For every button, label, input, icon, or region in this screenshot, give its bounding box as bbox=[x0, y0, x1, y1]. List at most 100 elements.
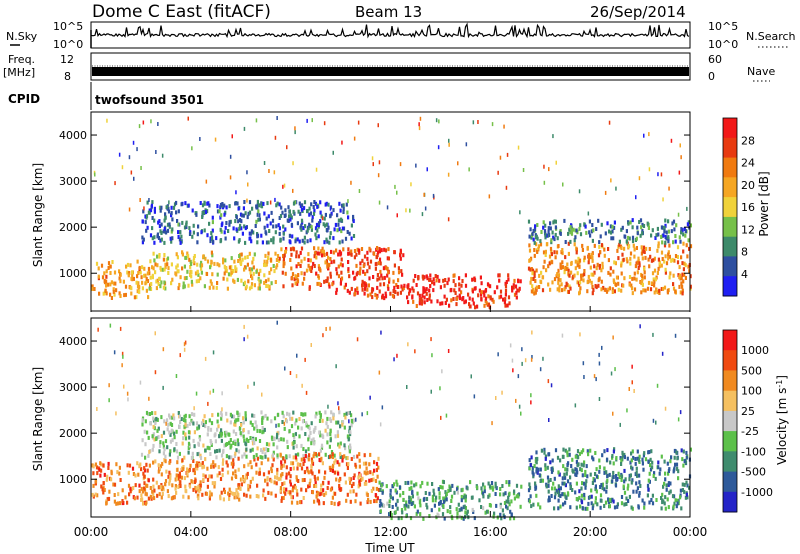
vel-echo-cell bbox=[315, 411, 318, 416]
vel-echo-cell bbox=[396, 506, 399, 511]
vel-scatter-cell bbox=[108, 398, 110, 403]
vel-echo-cell bbox=[670, 455, 673, 460]
vel-echo-cell bbox=[483, 485, 486, 490]
vel-echo-cell bbox=[161, 491, 164, 496]
power-echo-cell bbox=[225, 266, 228, 271]
vel-echo-cell bbox=[327, 480, 330, 485]
vel-echo-cell bbox=[169, 432, 172, 437]
power-echo-cell bbox=[439, 285, 442, 290]
vel-scatter-cell bbox=[440, 415, 442, 420]
vel-echo-cell bbox=[643, 505, 646, 510]
vel-scatter-cell bbox=[175, 374, 178, 378]
power-echo-cell bbox=[265, 262, 268, 267]
vel-echo-cell bbox=[388, 504, 391, 508]
vel-echo-cell bbox=[504, 491, 507, 496]
power-echo-cell bbox=[188, 232, 192, 236]
power-echo-cell bbox=[689, 274, 692, 279]
power-echo-cell bbox=[223, 271, 226, 276]
power-echo-cell bbox=[263, 262, 266, 267]
power-echo-cell bbox=[363, 281, 366, 286]
vel-echo-cell bbox=[318, 430, 321, 435]
vel-echo-cell bbox=[681, 482, 684, 487]
vel-echo-cell bbox=[198, 489, 201, 494]
vel-echo-cell bbox=[334, 434, 337, 439]
power-echo-cell bbox=[141, 219, 144, 224]
vel-echo-cell bbox=[647, 459, 650, 464]
vel-echo-cell bbox=[360, 477, 363, 482]
vel-echo-cell bbox=[608, 504, 611, 509]
power-echo-cell bbox=[103, 278, 106, 283]
vel-scatter-cell bbox=[304, 357, 306, 362]
vel-echo-cell bbox=[456, 490, 459, 495]
vel-echo-cell bbox=[238, 412, 241, 417]
vel-echo-cell bbox=[314, 425, 317, 430]
vel-echo-cell bbox=[564, 467, 567, 472]
vel-scatter-cell bbox=[96, 407, 98, 411]
power-echo-cell bbox=[335, 248, 338, 253]
vel-echo-cell bbox=[557, 493, 560, 498]
power-echo-cell bbox=[480, 292, 483, 297]
power-echo-cell bbox=[263, 280, 266, 285]
vel-echo-cell bbox=[582, 463, 585, 468]
power-echo-cell bbox=[542, 225, 545, 230]
power-echo-cell bbox=[650, 281, 653, 286]
power-echo-cell bbox=[325, 251, 329, 256]
power-echo-cell bbox=[368, 265, 371, 270]
power-echo-cell bbox=[682, 249, 685, 254]
vel-echo-cell bbox=[344, 480, 347, 485]
vel-echo-cell bbox=[501, 484, 504, 488]
vel-echo-cell bbox=[408, 495, 411, 500]
power-echo-cell bbox=[681, 288, 684, 293]
power-echo-cell bbox=[282, 257, 285, 262]
vel-echo-cell bbox=[199, 487, 202, 492]
vel-echo-cell bbox=[563, 481, 566, 486]
vel-echo-cell bbox=[107, 496, 111, 501]
vel-echo-cell bbox=[515, 494, 518, 499]
power-echo-cell bbox=[432, 277, 435, 282]
power-echo-cell bbox=[677, 273, 680, 278]
power-echo-cell bbox=[219, 202, 223, 207]
power-echo-cell bbox=[504, 292, 507, 297]
power-echo-cell bbox=[243, 224, 246, 229]
vel-echo-cell bbox=[508, 480, 511, 485]
power-echo-cell bbox=[112, 281, 116, 286]
vel-echo-cell bbox=[227, 491, 230, 496]
vel-echo-cell bbox=[271, 463, 274, 468]
power-echo-cell bbox=[128, 271, 131, 275]
vel-echo-cell bbox=[240, 422, 243, 427]
power-echo-cell bbox=[200, 266, 203, 271]
power-echo-cell bbox=[653, 283, 656, 288]
vel-echo-cell bbox=[520, 484, 523, 489]
vel-scatter-cell bbox=[598, 397, 601, 401]
vel-echo-cell bbox=[237, 449, 241, 454]
power-echo-cell bbox=[382, 266, 385, 271]
vel-echo-cell bbox=[142, 471, 145, 476]
vel-echo-cell bbox=[184, 418, 187, 423]
vel-echo-cell bbox=[112, 482, 115, 487]
nsky-trace bbox=[91, 22, 690, 39]
vel-echo-cell bbox=[311, 490, 314, 495]
power-echo-cell bbox=[313, 200, 316, 204]
power-echo-cell bbox=[254, 224, 257, 228]
vel-echo-cell bbox=[369, 470, 372, 475]
vel-echo-cell bbox=[143, 466, 146, 471]
vel-echo-cell bbox=[256, 428, 259, 433]
power-echo-cell bbox=[345, 202, 348, 207]
vel-echo-cell bbox=[193, 480, 196, 484]
vel-echo-cell bbox=[324, 491, 328, 496]
power-echo-cell bbox=[221, 202, 224, 206]
power-echo-cell bbox=[686, 222, 689, 227]
power-echo-cell bbox=[140, 275, 143, 280]
vel-echo-cell bbox=[337, 442, 340, 447]
vel-echo-cell bbox=[413, 504, 416, 509]
power-echo-cell bbox=[126, 270, 129, 275]
power-echo-cell bbox=[131, 273, 134, 278]
vel-echo-cell bbox=[215, 455, 218, 460]
vel-scatter-cell bbox=[406, 385, 408, 389]
vel-echo-cell bbox=[160, 415, 163, 420]
vel-echo-cell bbox=[205, 491, 208, 496]
power-echo-cell bbox=[230, 256, 233, 261]
vel-echo-cell bbox=[566, 467, 569, 472]
power-echo-cell bbox=[115, 288, 118, 293]
